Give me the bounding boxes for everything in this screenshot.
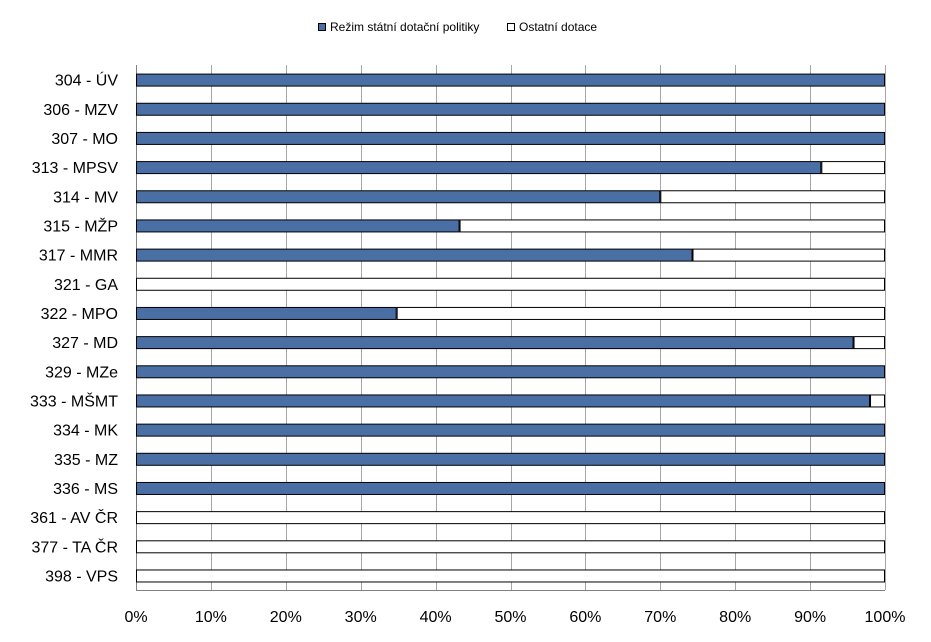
x-tick-label: 80% <box>719 609 751 626</box>
x-tick-label: 10% <box>195 609 227 626</box>
bar-segment-ostatni <box>692 248 886 262</box>
bar-segment-rezim <box>136 73 885 87</box>
bars <box>136 73 886 583</box>
bar-segment-ostatni <box>821 161 886 175</box>
category-label: 313 - MPSV <box>32 160 119 177</box>
x-tick-label: 100% <box>865 609 906 626</box>
category-label: 335 - MZ <box>54 452 118 469</box>
bar-segment-rezim <box>136 481 885 495</box>
x-tick-label: 40% <box>420 609 452 626</box>
legend-swatch <box>507 23 515 31</box>
category-label: 377 - TA ČR <box>31 537 118 556</box>
category-label: 361 - AV ČR <box>30 508 118 527</box>
bar-segment-ostatni <box>136 277 885 291</box>
bar-segment-rezim <box>136 365 885 379</box>
bar-segment-ostatni <box>136 540 885 554</box>
category-label: 306 - MZV <box>43 102 118 119</box>
category-label: 336 - MS <box>53 481 118 498</box>
category-label: 322 - MPO <box>41 306 118 323</box>
category-label: 333 - MŠMT <box>30 391 118 410</box>
x-tick-label: 0% <box>124 609 147 626</box>
bar-segment-ostatni <box>853 336 885 350</box>
category-label: 314 - MV <box>53 189 118 206</box>
x-tick-labels: 0% 10% 20% 30% 40% 50% 60% 70% 80% 90% 100% <box>124 609 905 626</box>
bar-segment-ostatni <box>660 190 885 204</box>
category-label: 317 - MMR <box>39 248 118 265</box>
category-label: 327 - MD <box>52 335 118 352</box>
legend-label: Režim státní dotační politiky <box>330 20 479 34</box>
category-labels: 304 - ÚV 306 - MZV 307 - MO 313 - MPSV 314 -… <box>30 71 118 586</box>
bar-segment-rezim <box>136 248 693 262</box>
bar-segment-ostatni <box>136 511 885 525</box>
bar-segment-rezim <box>136 161 822 175</box>
gridlines <box>136 65 886 591</box>
category-label: 329 - MZe <box>45 364 118 381</box>
bar-segment-ostatni <box>870 394 886 408</box>
bar-segment-ostatni <box>136 569 885 583</box>
bar-segment-rezim <box>136 452 885 466</box>
bar-segment-ostatni <box>459 219 885 233</box>
bar-segment-rezim <box>136 394 871 408</box>
x-tick-label: 90% <box>794 609 826 626</box>
bar-segment-ostatni <box>396 306 885 320</box>
category-label: 307 - MO <box>51 131 118 148</box>
category-label: 398 - VPS <box>45 568 118 585</box>
x-tick-label: 30% <box>345 609 377 626</box>
legend: Režim státní dotační politiky Ostatní dot… <box>318 20 597 34</box>
bar-segment-rezim <box>136 336 854 350</box>
category-label: 304 - ÚV <box>55 71 118 90</box>
x-tick-label: 50% <box>494 609 526 626</box>
bar-segment-rezim <box>136 190 661 204</box>
bar-segment-rezim <box>136 423 885 437</box>
category-label: 315 - MŽP <box>43 216 118 235</box>
bar-segment-rezim <box>136 306 397 320</box>
bar-segment-rezim <box>136 102 885 116</box>
legend-label: Ostatní dotace <box>519 20 597 34</box>
bar-segment-rezim <box>136 219 460 233</box>
category-label: 321 - GA <box>54 277 118 294</box>
category-label: 334 - MK <box>53 423 118 440</box>
legend-swatch <box>318 23 326 31</box>
x-tick-label: 70% <box>644 609 676 626</box>
x-tick-label: 20% <box>270 609 302 626</box>
bar-segment-rezim <box>136 131 885 145</box>
x-tick-label: 60% <box>569 609 601 626</box>
